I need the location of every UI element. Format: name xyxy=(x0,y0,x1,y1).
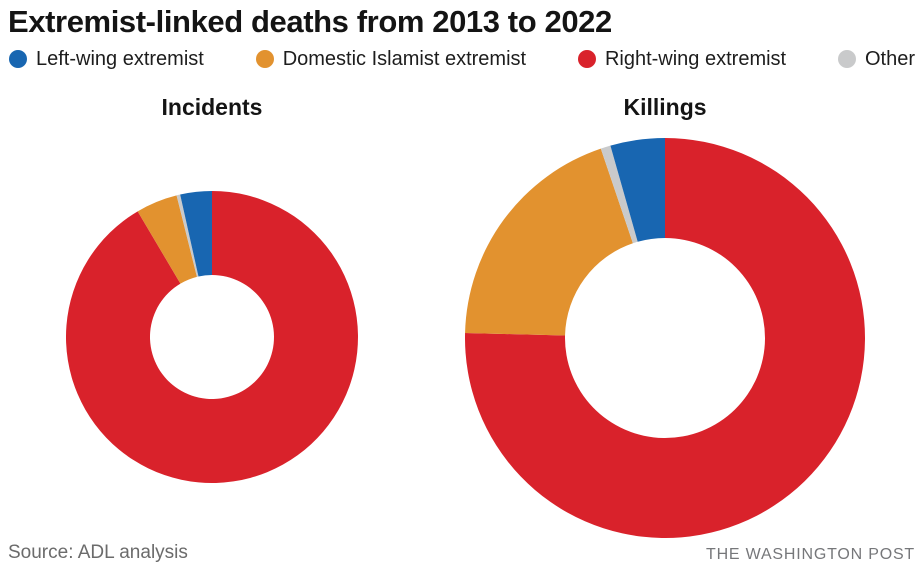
legend-item-left-wing: Left-wing extremist xyxy=(9,48,204,71)
legend-label: Other xyxy=(864,47,915,70)
legend-dot-icon xyxy=(577,50,596,68)
incidents-chart-title: Incidents xyxy=(161,94,263,120)
donut-slice-left_wing xyxy=(180,191,212,277)
legend: Left-wing extremist Domestic Islamist ex… xyxy=(9,47,915,71)
killings-donut-chart xyxy=(465,138,865,538)
legend-label: Domestic Islamist extremist xyxy=(282,47,527,70)
legend-dot-icon xyxy=(837,50,856,68)
legend-item-other: Other xyxy=(837,47,915,71)
legend-label: Left-wing extremist xyxy=(36,47,204,70)
source-attribution: Source: ADL analysis xyxy=(8,542,188,563)
legend-item-domestic-islamist: Domestic Islamist extremist xyxy=(255,47,527,71)
donut-slice-right_wing xyxy=(66,191,358,483)
donut-slice-right_wing xyxy=(465,138,865,538)
page-title: Extremist-linked deaths from 2013 to 202… xyxy=(8,4,612,39)
legend-item-right-wing: Right-wing extremist xyxy=(577,47,787,71)
donut-slice-islamist xyxy=(465,148,633,336)
legend-dot-icon xyxy=(255,50,274,68)
legend-label: Right-wing extremist xyxy=(604,47,787,70)
donut-slice-other xyxy=(176,194,199,277)
publisher-credit: THE WASHINGTON POST xyxy=(706,546,915,563)
killings-chart-title: Killings xyxy=(623,94,707,120)
incidents-donut-chart xyxy=(66,191,358,483)
donut-slice-islamist xyxy=(137,195,197,284)
donut-slice-other xyxy=(600,145,638,244)
donut-slice-left_wing xyxy=(610,138,665,242)
legend-dot-icon xyxy=(9,50,27,68)
